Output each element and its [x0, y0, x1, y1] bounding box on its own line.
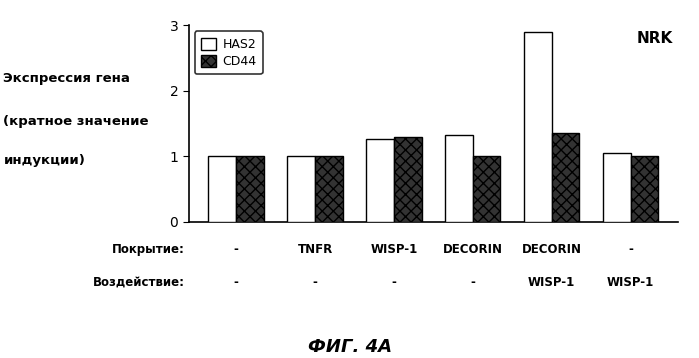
Text: -: - — [391, 276, 396, 289]
Text: TNFR: TNFR — [297, 243, 333, 256]
Bar — [394, 137, 421, 222]
Text: DECORIN: DECORIN — [521, 243, 582, 256]
Text: индукции): индукции) — [3, 154, 85, 167]
Bar — [603, 153, 630, 222]
Bar — [366, 139, 394, 222]
Text: -: - — [233, 276, 238, 289]
Text: Покрытие:: Покрытие: — [113, 243, 185, 256]
Text: WISP-1: WISP-1 — [370, 243, 417, 256]
Bar — [524, 32, 552, 222]
Text: Воздействие:: Воздействие: — [93, 276, 185, 289]
Text: -: - — [628, 243, 633, 256]
Bar — [208, 156, 236, 222]
Text: WISP-1: WISP-1 — [607, 276, 654, 289]
Text: -: - — [312, 276, 317, 289]
Legend: HAS2, CD44: HAS2, CD44 — [195, 31, 263, 74]
Text: DECORIN: DECORIN — [443, 243, 503, 256]
Bar — [315, 156, 343, 222]
Text: ФИГ. 4A: ФИГ. 4A — [308, 338, 391, 356]
Text: WISP-1: WISP-1 — [528, 276, 575, 289]
Text: (кратное значение: (кратное значение — [3, 115, 149, 127]
Bar — [445, 135, 473, 222]
Bar — [630, 156, 658, 222]
Text: -: - — [470, 276, 475, 289]
Text: NRK: NRK — [637, 31, 673, 46]
Bar — [473, 156, 500, 222]
Text: Экспрессия гена: Экспрессия гена — [3, 72, 131, 84]
Bar — [236, 156, 264, 222]
Bar — [552, 134, 579, 222]
Bar — [287, 156, 315, 222]
Text: -: - — [233, 243, 238, 256]
